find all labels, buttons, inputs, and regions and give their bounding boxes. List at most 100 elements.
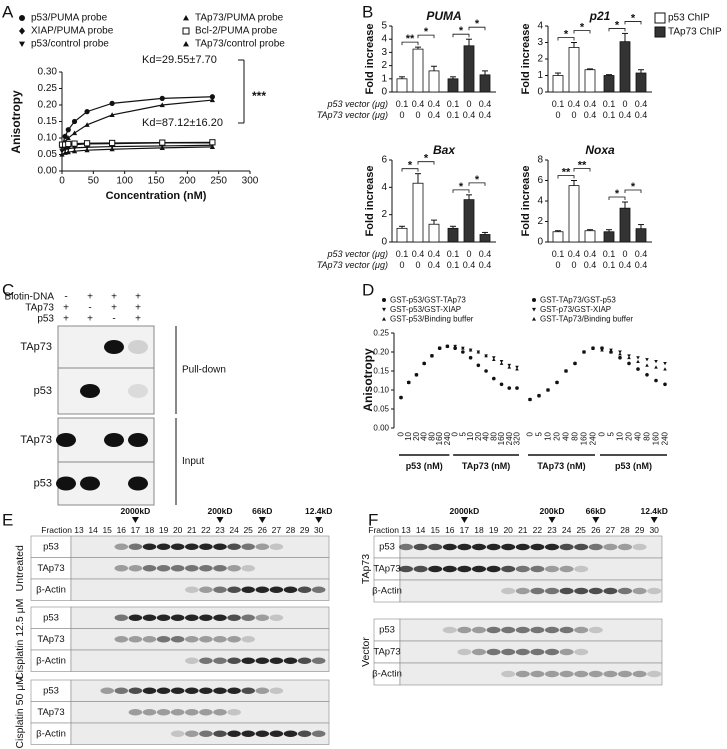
bar bbox=[428, 70, 440, 93]
band bbox=[213, 687, 227, 694]
data-point bbox=[414, 373, 419, 377]
data-point bbox=[109, 100, 115, 106]
band bbox=[428, 565, 443, 573]
data-point bbox=[445, 344, 450, 348]
row-value: 0 bbox=[622, 99, 627, 109]
bar bbox=[428, 223, 440, 243]
row-value: 0.4 bbox=[412, 99, 425, 109]
band bbox=[297, 657, 312, 664]
band bbox=[471, 626, 487, 634]
row-value: 0 bbox=[622, 249, 627, 259]
band bbox=[199, 543, 213, 550]
data-point bbox=[71, 145, 78, 151]
y-tick-label: 8 bbox=[537, 155, 543, 166]
y-tick-label: 0.25 bbox=[38, 83, 58, 94]
fraction-number: 16 bbox=[445, 525, 455, 535]
band bbox=[574, 587, 589, 595]
y-tick-label: 0.20 bbox=[373, 348, 389, 357]
legend-marker bbox=[183, 15, 189, 21]
header-value: + bbox=[87, 314, 93, 325]
data-point bbox=[453, 344, 457, 348]
band bbox=[227, 543, 241, 550]
data-point bbox=[399, 395, 403, 400]
band bbox=[413, 565, 428, 573]
fraction-number: 15 bbox=[430, 525, 440, 535]
significance-bracket bbox=[557, 37, 575, 41]
band bbox=[515, 648, 530, 656]
bar bbox=[619, 41, 631, 93]
data-point bbox=[476, 350, 481, 354]
significance-label: * bbox=[424, 26, 429, 38]
fraction-label: Fraction bbox=[41, 525, 72, 535]
x-tick-label: 80 bbox=[427, 431, 436, 440]
row-label: p53 bbox=[34, 385, 52, 397]
header-value: + bbox=[135, 314, 141, 325]
data-point bbox=[62, 147, 68, 153]
size-marker: 200kD bbox=[207, 506, 232, 516]
band bbox=[128, 709, 143, 716]
row-value: 0.4 bbox=[412, 249, 425, 259]
band bbox=[114, 614, 129, 621]
band bbox=[515, 565, 530, 573]
fraction-number: 21 bbox=[518, 525, 528, 535]
band bbox=[213, 709, 227, 716]
y-axis-label: Fold increase bbox=[364, 24, 376, 95]
data-point bbox=[654, 365, 658, 369]
band bbox=[227, 657, 241, 664]
significance-bracket bbox=[468, 26, 486, 31]
row-value: 0.4 bbox=[584, 110, 597, 120]
x-tick-label: 250 bbox=[210, 176, 227, 187]
data-point bbox=[528, 397, 532, 401]
band bbox=[311, 730, 326, 737]
header-label: p53 bbox=[37, 314, 54, 325]
data-point bbox=[209, 144, 215, 149]
band bbox=[170, 543, 185, 550]
x-tick-label: 5 bbox=[607, 431, 616, 436]
row-label: β-Actin bbox=[36, 584, 66, 595]
band bbox=[501, 648, 516, 656]
data-point bbox=[573, 361, 577, 365]
band bbox=[603, 587, 618, 595]
data-point bbox=[159, 102, 165, 108]
blot bbox=[57, 367, 155, 415]
band bbox=[515, 543, 530, 551]
y-axis-label: Fold increase bbox=[520, 166, 532, 237]
band bbox=[199, 687, 213, 694]
data-point bbox=[515, 386, 519, 390]
x-axis-label: Concentration (nM) bbox=[106, 190, 207, 202]
band bbox=[269, 687, 284, 694]
band bbox=[486, 626, 501, 634]
x-tick-label: 50 bbox=[88, 176, 100, 187]
significance-label: * bbox=[564, 29, 569, 41]
fraction-number: 28 bbox=[286, 525, 296, 535]
band bbox=[170, 636, 185, 643]
band bbox=[559, 587, 574, 595]
data-point bbox=[71, 130, 78, 136]
legend-label: Bcl-2/PUMA probe bbox=[195, 26, 278, 37]
size-marker: 200kD bbox=[539, 506, 564, 516]
band bbox=[588, 543, 603, 551]
significance-label: * bbox=[615, 19, 620, 31]
legend-label: p53 ChIP bbox=[668, 13, 710, 24]
fraction-number: 25 bbox=[243, 525, 253, 535]
fraction-number: 21 bbox=[187, 525, 197, 535]
row-label: p53 vector (μg) bbox=[327, 249, 388, 259]
band bbox=[544, 648, 560, 656]
x-tick-label: 10 bbox=[544, 431, 553, 440]
x-tick-label: 10 bbox=[466, 431, 475, 440]
group-label: TAp73 (nM) bbox=[462, 461, 510, 471]
data-point bbox=[591, 346, 595, 350]
band bbox=[501, 626, 516, 634]
legend-marker bbox=[382, 298, 386, 302]
row-value: 0 bbox=[555, 110, 560, 120]
data-point bbox=[636, 367, 640, 371]
y-tick-label: 0 bbox=[381, 237, 387, 248]
panel-label: A bbox=[2, 3, 14, 22]
band bbox=[632, 670, 647, 678]
section-label: Pull-down bbox=[182, 365, 226, 376]
data-point bbox=[84, 109, 90, 115]
row-label: β-Actin bbox=[372, 669, 402, 680]
fraction-number: 13 bbox=[401, 525, 411, 535]
legend-marker bbox=[382, 317, 386, 321]
band bbox=[501, 543, 516, 551]
